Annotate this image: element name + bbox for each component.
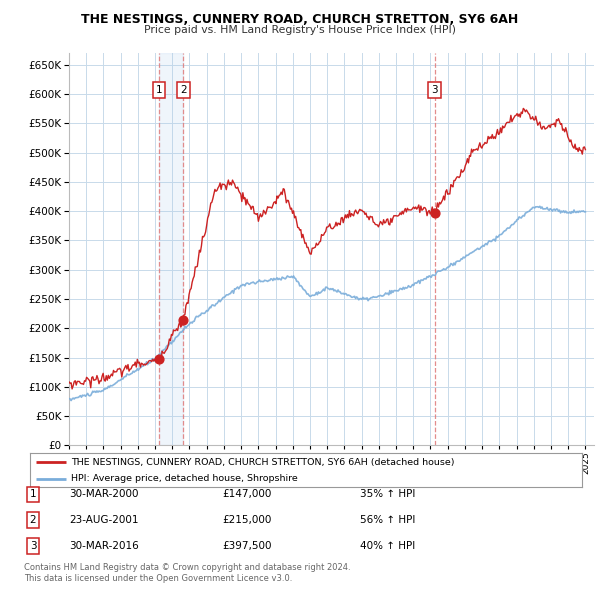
Text: 1: 1 bbox=[156, 86, 163, 96]
Text: 2: 2 bbox=[180, 86, 187, 96]
Text: 56% ↑ HPI: 56% ↑ HPI bbox=[360, 516, 415, 525]
Text: 23-AUG-2001: 23-AUG-2001 bbox=[69, 516, 139, 525]
Text: THE NESTINGS, CUNNERY ROAD, CHURCH STRETTON, SY6 6AH: THE NESTINGS, CUNNERY ROAD, CHURCH STRET… bbox=[82, 13, 518, 26]
Text: 30-MAR-2016: 30-MAR-2016 bbox=[69, 542, 139, 551]
Bar bbox=[159, 53, 183, 445]
Text: This data is licensed under the Open Government Licence v3.0.: This data is licensed under the Open Gov… bbox=[24, 574, 292, 583]
Text: Contains HM Land Registry data © Crown copyright and database right 2024.: Contains HM Land Registry data © Crown c… bbox=[24, 563, 350, 572]
Point bbox=[154, 355, 164, 364]
Point bbox=[430, 208, 439, 217]
Text: 3: 3 bbox=[29, 542, 37, 551]
Point bbox=[178, 315, 188, 324]
Text: 35% ↑ HPI: 35% ↑ HPI bbox=[360, 490, 415, 499]
Text: 2: 2 bbox=[29, 516, 37, 525]
Text: HPI: Average price, detached house, Shropshire: HPI: Average price, detached house, Shro… bbox=[71, 474, 298, 483]
Text: Price paid vs. HM Land Registry's House Price Index (HPI): Price paid vs. HM Land Registry's House … bbox=[144, 25, 456, 35]
Text: £147,000: £147,000 bbox=[222, 490, 271, 499]
Text: 3: 3 bbox=[431, 86, 438, 96]
Text: 40% ↑ HPI: 40% ↑ HPI bbox=[360, 542, 415, 551]
Text: £397,500: £397,500 bbox=[222, 542, 271, 551]
Text: 30-MAR-2000: 30-MAR-2000 bbox=[69, 490, 139, 499]
Text: 1: 1 bbox=[29, 490, 37, 499]
Text: THE NESTINGS, CUNNERY ROAD, CHURCH STRETTON, SY6 6AH (detached house): THE NESTINGS, CUNNERY ROAD, CHURCH STRET… bbox=[71, 458, 455, 467]
Text: £215,000: £215,000 bbox=[222, 516, 271, 525]
